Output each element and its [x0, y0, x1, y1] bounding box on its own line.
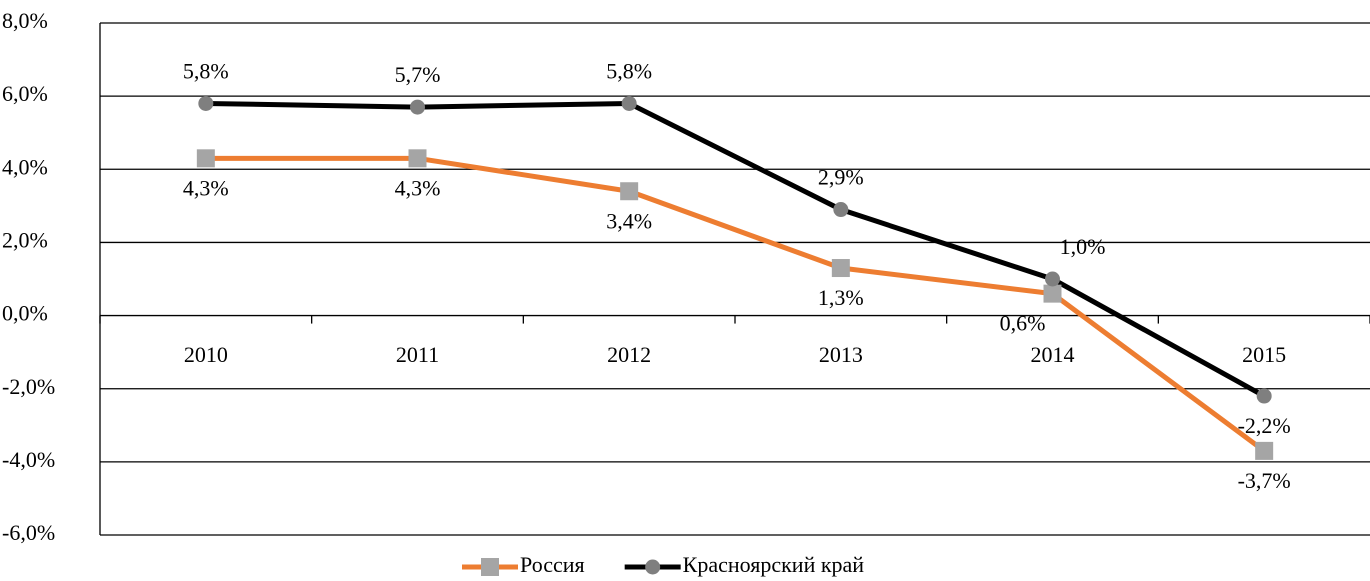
marker	[198, 95, 214, 111]
marker	[196, 149, 215, 168]
marker	[833, 202, 849, 218]
series-line	[205, 155, 1266, 453]
y-tick-label: 8,0%	[2, 8, 48, 33]
marker	[408, 149, 427, 168]
data-label: 5,8%	[183, 59, 229, 84]
y-tick-label: 2,0%	[2, 227, 48, 252]
data-label: -2,2%	[1238, 413, 1291, 438]
y-tick-label: -4,0%	[2, 447, 55, 472]
data-label: -3,7%	[1238, 468, 1291, 493]
y-tick-label: -6,0%	[2, 520, 55, 545]
data-label: 5,7%	[395, 62, 441, 87]
legend-marker	[645, 559, 661, 575]
x-tick-label: 2011	[396, 342, 439, 367]
marker	[621, 95, 637, 111]
data-label: 4,3%	[183, 175, 229, 200]
x-tick-label: 2010	[184, 342, 228, 367]
data-label: 0,6%	[1000, 311, 1046, 336]
data-label: 1,3%	[818, 285, 864, 310]
marker	[620, 182, 639, 201]
data-label: 5,8%	[606, 59, 652, 84]
series-line	[205, 100, 1266, 399]
legend-marker	[481, 558, 499, 576]
data-label: 3,4%	[606, 208, 652, 233]
marker	[1045, 271, 1060, 287]
marker	[410, 99, 425, 115]
marker	[1255, 441, 1274, 460]
x-tick-label: 2012	[607, 342, 651, 367]
x-tick-label: 2013	[819, 342, 863, 367]
x-tick-label: 2015	[1242, 342, 1286, 367]
marker	[1043, 284, 1062, 303]
marker	[831, 259, 850, 278]
y-tick-label: 6,0%	[2, 81, 48, 106]
data-label: 2,9%	[818, 165, 864, 190]
data-label: 1,0%	[1060, 234, 1106, 259]
y-tick-label: 4,0%	[2, 154, 48, 179]
marker	[1256, 388, 1272, 404]
y-tick-label: -2,0%	[2, 374, 55, 399]
legend-label: Красноярский край	[683, 552, 865, 577]
x-tick-label: 2014	[1031, 342, 1075, 367]
data-label: 4,3%	[395, 175, 441, 200]
legend-label: Россия	[520, 552, 585, 577]
y-tick-label: 0,0%	[2, 301, 48, 326]
